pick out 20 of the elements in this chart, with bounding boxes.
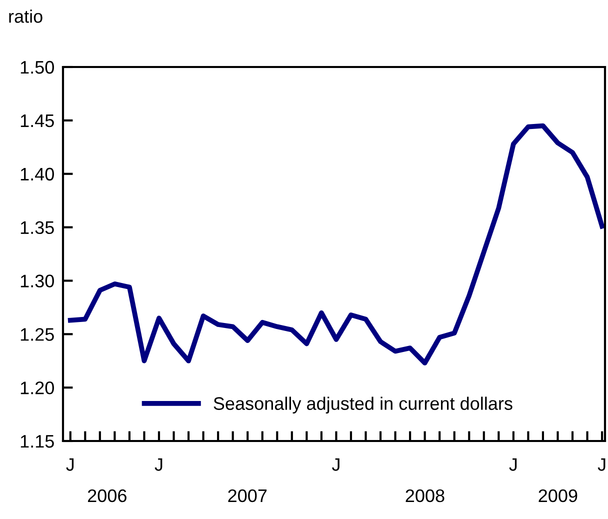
x2-tick-label: 2008 bbox=[406, 489, 444, 502]
y-tick-label: 1.35 bbox=[20, 221, 54, 234]
x2-tick-label: 2006 bbox=[88, 489, 126, 502]
x-tick-label: J bbox=[598, 458, 606, 471]
line-series bbox=[68, 123, 604, 366]
x-tick-label: J bbox=[509, 458, 517, 471]
y-tick-label: 1.25 bbox=[20, 328, 54, 341]
y-tick-label: 1.15 bbox=[20, 435, 54, 448]
y-tick-label: 1.45 bbox=[20, 114, 54, 128]
x2-tick-label: 2007 bbox=[228, 489, 267, 502]
y-tick-label: 1.50 bbox=[20, 60, 54, 74]
x2-tick-label: 2009 bbox=[538, 489, 578, 502]
y-tick-label: 1.40 bbox=[20, 168, 54, 181]
x-tick-label: J bbox=[332, 458, 340, 471]
legend-label: Seasonally adjusted in current dollars bbox=[214, 396, 512, 414]
x-tick-label: J bbox=[154, 458, 162, 471]
y-tick-label: 1.20 bbox=[20, 382, 54, 394]
y-tick-label: 1.30 bbox=[20, 274, 54, 288]
x-tick-label: J bbox=[66, 458, 74, 471]
y-axis-title: ratio bbox=[9, 10, 42, 23]
